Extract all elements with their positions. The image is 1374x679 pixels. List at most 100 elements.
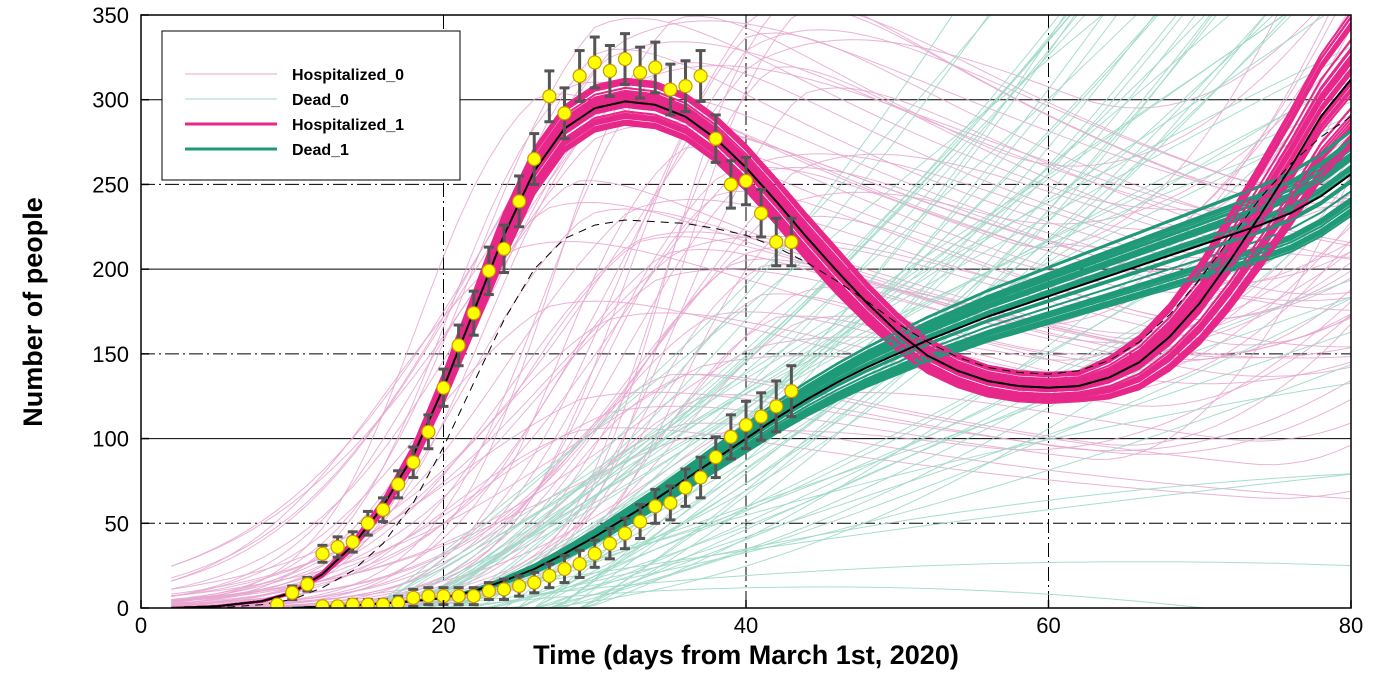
observed-hospitalized-point (723, 177, 738, 192)
observed-hospitalized-point (285, 585, 300, 600)
observed-dead-point (406, 590, 421, 605)
observed-dead-point (587, 546, 602, 561)
observed-dead-point (527, 575, 542, 590)
ensemble-0-dead-line (171, 15, 1104, 608)
observed-dead-point (678, 480, 693, 495)
observed-dead-point (572, 556, 587, 572)
observed-dead-point (648, 499, 663, 514)
ensemble-0-dead-line (171, 561, 1351, 608)
observed-hospitalized-point (345, 534, 360, 550)
ensemble-0-dead-line (171, 15, 992, 608)
observed-hospitalized-point (496, 241, 512, 256)
observed-dead-point (784, 384, 799, 399)
observed-dead-point (738, 417, 754, 433)
observed-dead-point (512, 578, 527, 594)
ensemble-0-dead-line (171, 52, 1351, 608)
observed-hospitalized-point (391, 477, 406, 492)
observed-hospitalized-point (481, 263, 496, 278)
y-tick-label: 150 (92, 342, 129, 367)
legend-label-dead_1: Dead_1 (292, 142, 349, 159)
ensemble-0-dead-line (171, 15, 1218, 608)
observed-hospitalized-point (421, 424, 436, 439)
ensemble-0-dead-line (171, 331, 1351, 608)
observed-hospitalized-point (527, 151, 542, 167)
ensemble-0-dead-line (171, 120, 1351, 608)
x-tick-label: 20 (431, 613, 455, 638)
observed-dead-point (451, 589, 466, 604)
ensemble-0-dead-line (171, 74, 1351, 608)
x-tick-label: 80 (1339, 613, 1363, 638)
ensemble-0-hospitalized-line (171, 62, 1351, 608)
observed-hospitalized-point (375, 502, 391, 517)
axis-ticks: 0 20 40 60 80 0 50 100 150 200 250 300 350 (92, 3, 1363, 638)
observed-hospitalized-point (602, 63, 617, 79)
y-tick-label: 100 (92, 427, 129, 452)
observed-dead-point (617, 526, 633, 541)
ensemble-0-hospitalized-line (171, 61, 1351, 600)
observed-hospitalized-point (330, 539, 345, 555)
ensemble-0-dead-line (171, 15, 990, 608)
y-tick-label: 0 (117, 596, 129, 621)
y-tick-label: 300 (92, 88, 129, 113)
observed-dead-point (723, 429, 738, 444)
ensemble-0-dead-line (171, 201, 1351, 608)
ensemble-0-dead-line (171, 15, 1211, 608)
y-tick-label: 50 (105, 511, 129, 536)
ensemble-0-dead-line (171, 15, 1086, 608)
ensemble-0-hospitalized-line (171, 65, 1351, 567)
ensemble-0-dead-line (171, 473, 1351, 608)
observed-hospitalized-point (784, 234, 799, 250)
ensemble-0-dead-line (171, 15, 954, 608)
ensemble-0-dead-line (171, 205, 1351, 608)
ensemble-0-dead-line (171, 15, 1068, 608)
observed-hospitalized-point (633, 65, 648, 80)
observed-hospitalized-point (617, 51, 633, 67)
ensemble-0-dead-line (171, 202, 1351, 608)
observed-hospitalized-point (466, 306, 481, 321)
ensemble-0-dead-line (171, 15, 1286, 608)
ensemble-0-dead-line (171, 364, 1351, 608)
ensemble-0-dead-line (171, 473, 1351, 608)
observed-hospitalized-point (738, 173, 754, 189)
observed-hospitalized-point (360, 516, 375, 531)
observed-dead-point (633, 514, 648, 529)
observed-hospitalized-point (270, 597, 285, 608)
ensemble-0-dead-line (171, 15, 1197, 608)
observed-hospitalized-point (542, 89, 557, 104)
ensemble-0-dead-line (171, 15, 1266, 608)
x-axis-title: Time (days from March 1st, 2020) (533, 640, 959, 670)
ensemble-0-hospitalized-line (171, 15, 1351, 607)
observed-dead-point (557, 561, 572, 577)
ensemble-0-dead-line (171, 15, 1275, 608)
ensemble-0-hospitalized-line (171, 124, 1351, 590)
ensemble-0-dead-line (171, 15, 1288, 608)
observed-hospitalized-point (406, 455, 421, 470)
series-dashed-reference (171, 116, 1351, 608)
observed-hospitalized-point (754, 206, 769, 221)
legend-box (161, 30, 461, 181)
ensemble-0-dead-line (171, 15, 1326, 608)
observed-dead-point (391, 595, 406, 608)
observed-dead-point (330, 599, 345, 608)
observed-hospitalized-point (769, 234, 784, 250)
ensemble-0-dead-line (171, 15, 1285, 608)
observed-dead-point (360, 597, 375, 608)
observed-hospitalized-point (648, 60, 663, 75)
ensemble-0-hospitalized-line (171, 15, 1330, 602)
legend-label-hospitalized_1: Hospitalized_1 (292, 117, 404, 134)
ensemble-0-dead-line (171, 46, 1351, 608)
x-tick-label: 60 (1036, 613, 1060, 638)
observed-dead-point (345, 597, 360, 608)
observed-hospitalized-point (708, 131, 723, 146)
ensemble-0-hospitalized-line (171, 300, 1351, 597)
x-tick-label: 0 (135, 613, 147, 638)
observed-dead-point (542, 568, 557, 583)
observed-dead-point (421, 589, 436, 604)
observed-dead-point (481, 583, 496, 599)
observed-hospitalized-point (512, 194, 527, 209)
ensemble-0-dead-line (171, 586, 1209, 608)
observed-hospitalized-point (300, 577, 315, 592)
observed-dead-point (693, 470, 708, 485)
observed-hospitalized-point (315, 546, 330, 561)
